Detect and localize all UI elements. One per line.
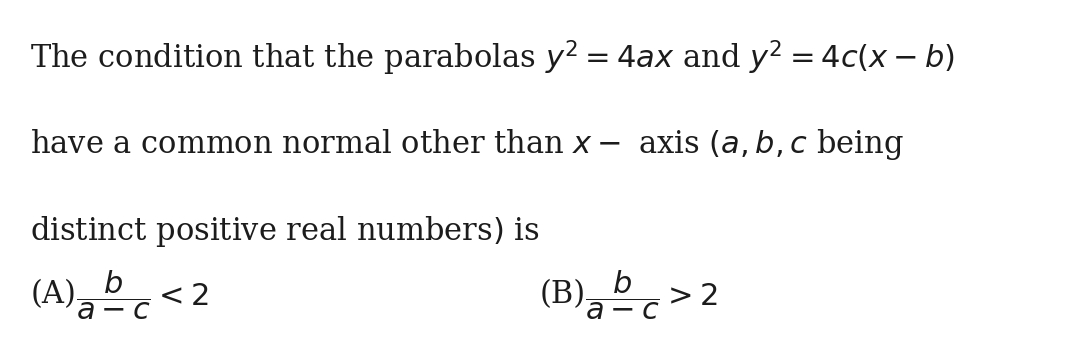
Text: $\dfrac{b}{a-c} < 2$: $\dfrac{b}{a-c} < 2$: [76, 268, 208, 322]
Text: have a common normal other than $x -$ axis $(a, b, c$ being: have a common normal other than $x -$ ax…: [30, 127, 904, 162]
Text: (A): (A): [30, 279, 76, 311]
Text: The condition that the parabolas $y^2 = 4ax$ and $y^2 = 4c(x - b)$: The condition that the parabolas $y^2 = …: [30, 38, 955, 77]
Text: (B): (B): [540, 279, 586, 311]
Text: distinct positive real numbers$)$ is: distinct positive real numbers$)$ is: [30, 214, 540, 249]
Text: $\dfrac{b}{a-c} > 2$: $\dfrac{b}{a-c} > 2$: [585, 268, 718, 322]
